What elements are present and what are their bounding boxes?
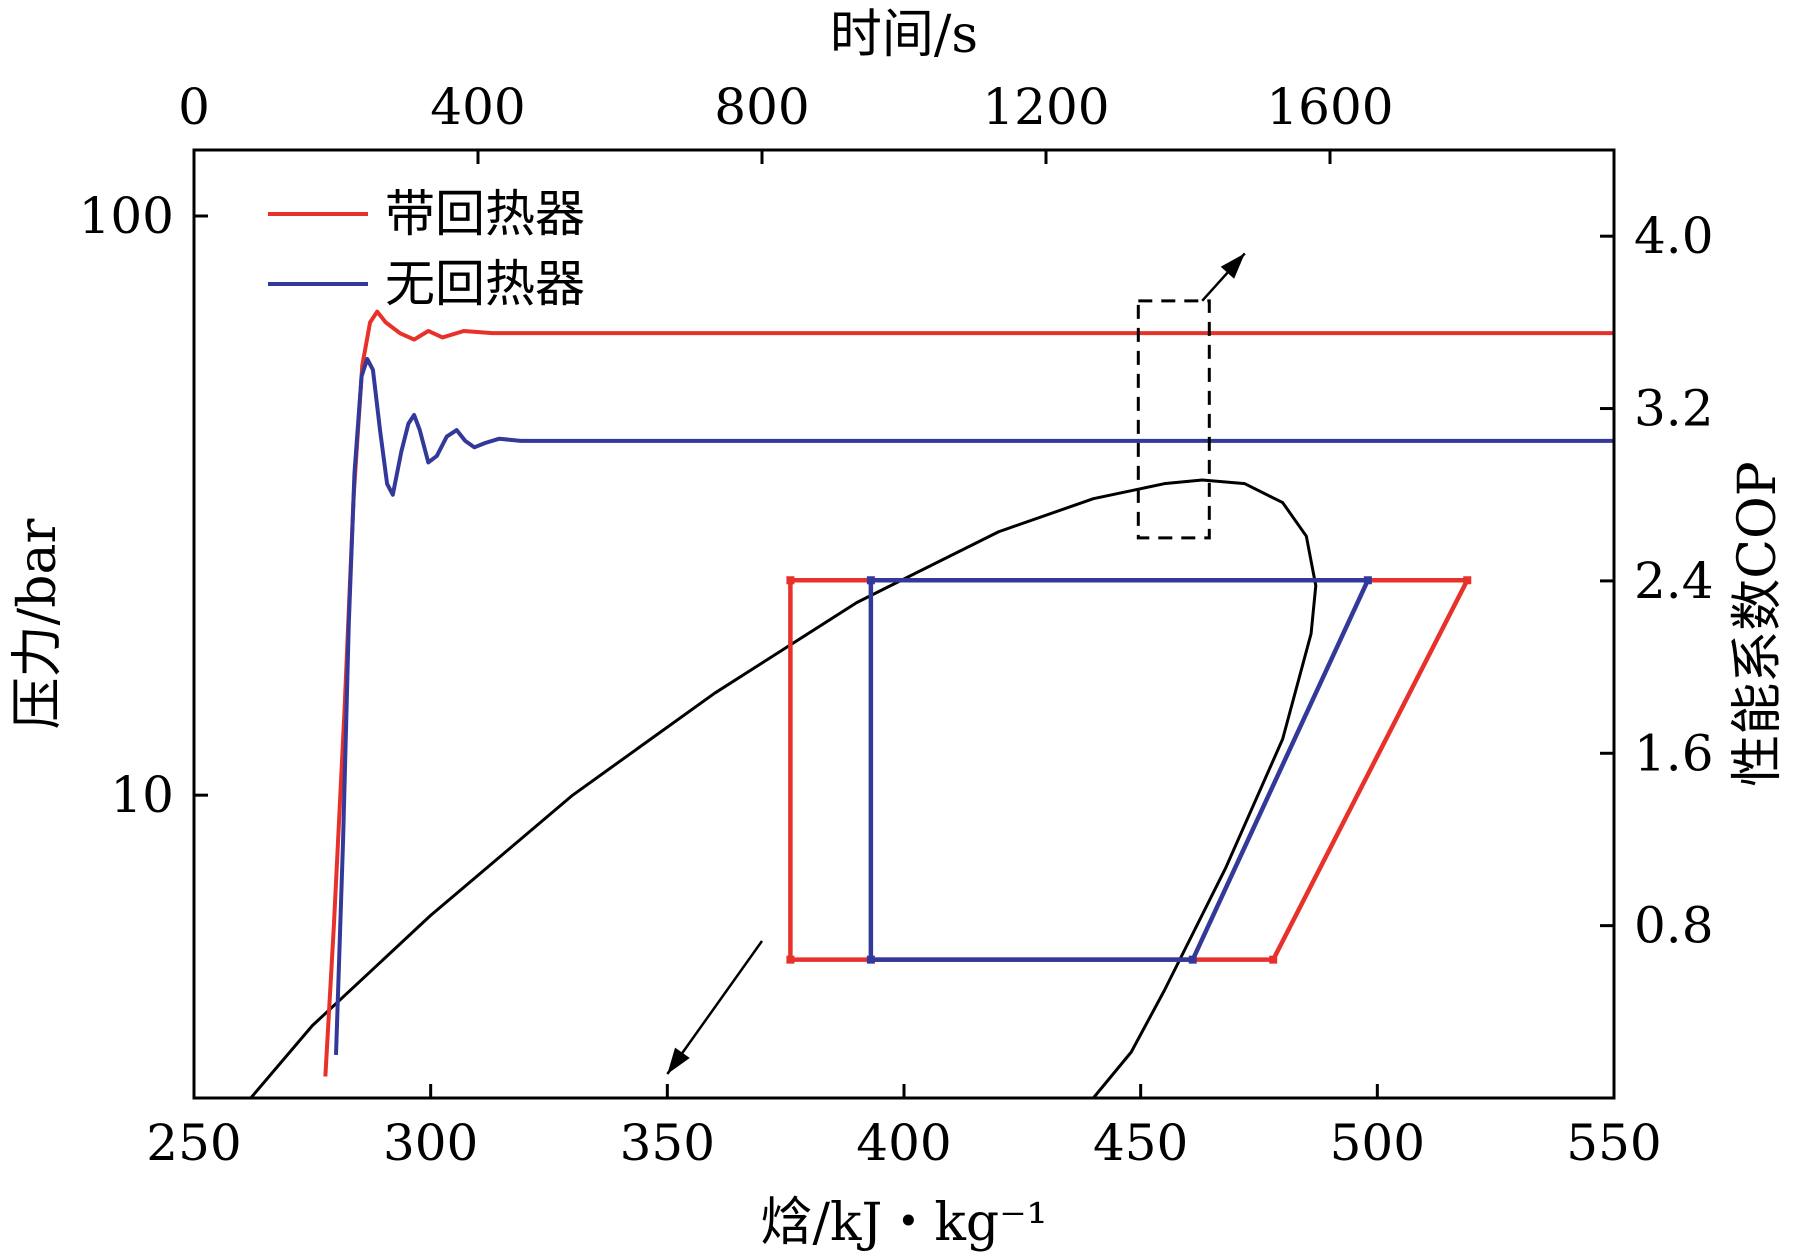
cycle-line-0: [788, 578, 1471, 962]
top-axis-title: 时间/s: [830, 5, 978, 65]
bottom-tick-label: 400: [856, 1114, 951, 1172]
bottom-tick-label: 300: [383, 1114, 478, 1172]
top-tick-label: 800: [714, 78, 809, 136]
top-tick-label: 0: [178, 78, 210, 136]
cycle-line-1: [868, 578, 1372, 962]
cycle-point-0-2: [1463, 576, 1472, 585]
top-tick-label: 1200: [982, 78, 1109, 136]
cycle-point-0-1: [786, 576, 795, 585]
bottom-axis-title: 焓/kJ・kg⁻¹: [761, 1193, 1048, 1253]
annotation-layer: [666, 252, 1246, 1075]
legend-label-0: 带回热器: [385, 185, 585, 243]
cycle-point-1-1: [866, 576, 875, 585]
top-tick-label: 1600: [1266, 78, 1393, 136]
cop-line-1: [334, 356, 1614, 1055]
arrow-down-left: [666, 940, 764, 1075]
saturation-dome-curve: [249, 478, 1318, 1098]
right-tick-label: 4.0: [1634, 207, 1714, 265]
plot-layer: [249, 309, 1614, 1098]
bottom-tick-label: 550: [1566, 1114, 1661, 1172]
left-axis-title: 压力/bar: [8, 519, 68, 730]
top-tick-label: 400: [430, 78, 525, 136]
cycle-point-1-2: [1363, 576, 1372, 585]
bottom-tick-label: 500: [1330, 1114, 1425, 1172]
cycle-point-0-3: [1269, 955, 1278, 964]
cycle-point-1-0: [866, 955, 875, 964]
cycle-point-0-0: [786, 955, 795, 964]
right-tick-label: 2.4: [1634, 552, 1714, 610]
right-tick-label: 0.8: [1634, 897, 1714, 955]
bottom-tick-label: 350: [620, 1114, 715, 1172]
cycle-point-1-3: [1188, 955, 1197, 964]
axis-layer: 250 300 350 400 450 500 550 0 400 800 1200 1600 10 10…: [8, 5, 1788, 1253]
legend-label-1: 无回热器: [385, 255, 585, 313]
arrow-up-right: [1201, 252, 1246, 302]
right-tick-label: 1.6: [1634, 724, 1714, 782]
bottom-tick-label: 250: [146, 1114, 241, 1172]
left-tick-label: 100: [79, 187, 174, 245]
right-axis-title: 性能系数COP: [1728, 461, 1788, 786]
bottom-tick-label: 450: [1093, 1114, 1188, 1172]
right-tick-label: 3.2: [1634, 380, 1714, 438]
zoom-dashed-box: [1136, 299, 1211, 540]
left-tick-label: 10: [110, 766, 174, 824]
